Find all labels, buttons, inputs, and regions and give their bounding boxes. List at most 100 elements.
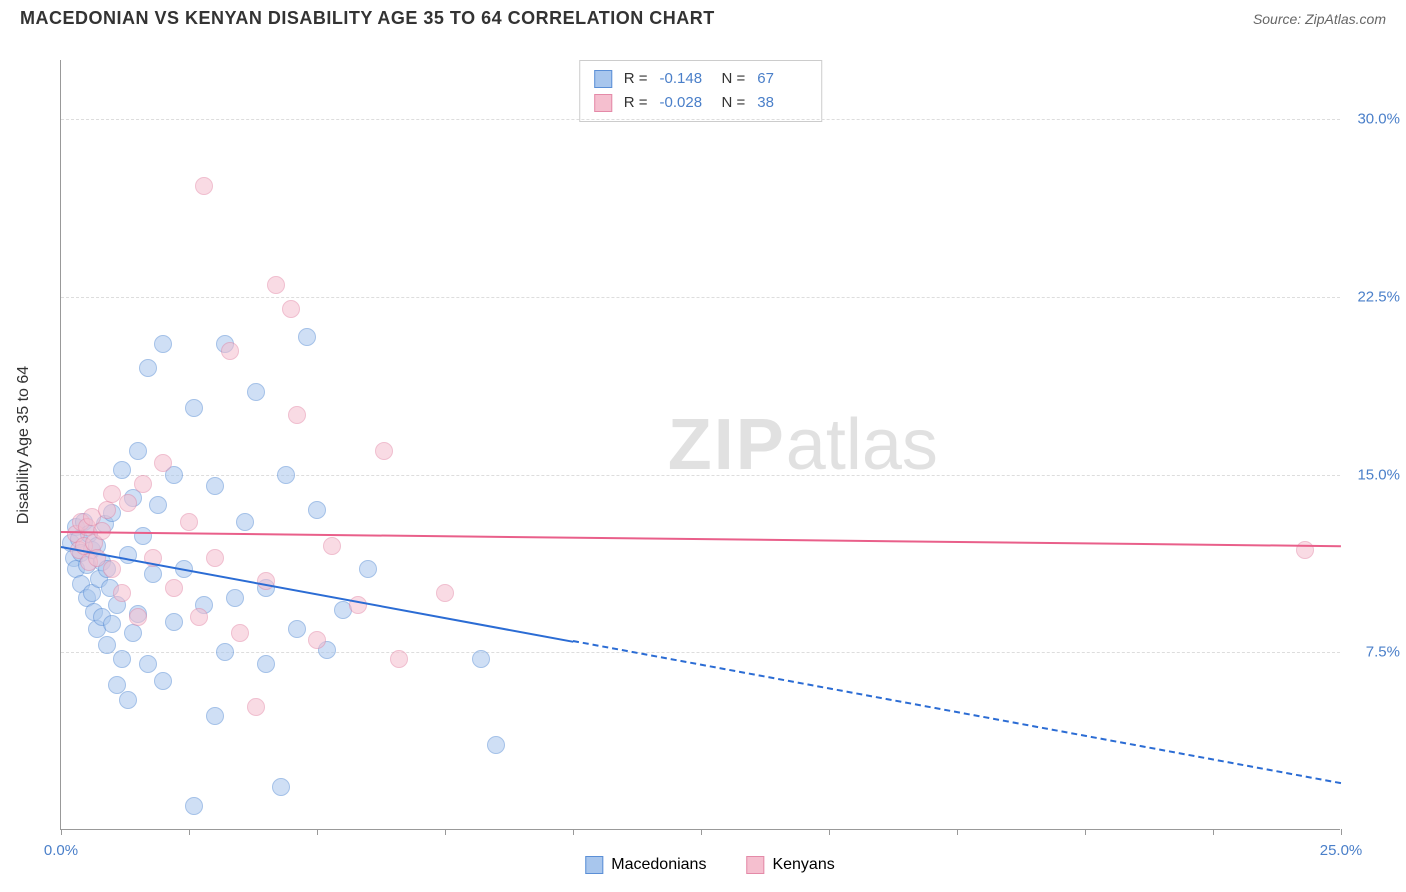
r-label: R = [624, 67, 648, 91]
data-point [267, 276, 285, 294]
x-tick [701, 829, 702, 835]
data-point [257, 655, 275, 673]
x-tick [957, 829, 958, 835]
data-point [154, 672, 172, 690]
correlation-stats-box: R = -0.148 N = 67R = -0.028 N = 38 [579, 60, 823, 122]
x-tick [573, 829, 574, 835]
data-point [134, 475, 152, 493]
x-tick [445, 829, 446, 835]
data-point [129, 442, 147, 460]
n-value: 38 [757, 91, 807, 115]
grid-line [61, 119, 1340, 120]
x-tick [829, 829, 830, 835]
data-point [236, 513, 254, 531]
data-point [298, 328, 316, 346]
y-axis-label: Disability Age 35 to 64 [15, 366, 33, 524]
data-point [103, 560, 121, 578]
x-tick [317, 829, 318, 835]
trend-line [573, 640, 1341, 784]
data-point [154, 335, 172, 353]
r-value: -0.148 [660, 67, 710, 91]
data-point [472, 650, 490, 668]
x-tick-label: 25.0% [1320, 842, 1363, 859]
r-label: R = [624, 91, 648, 115]
stats-row: R = -0.148 N = 67 [594, 67, 808, 91]
data-point [288, 406, 306, 424]
data-point [154, 454, 172, 472]
data-point [375, 442, 393, 460]
data-point [149, 496, 167, 514]
data-point [144, 565, 162, 583]
data-point [272, 778, 290, 796]
chart-container: Disability Age 35 to 64 ZIPatlas R =-0.1… [50, 50, 1370, 840]
data-point [206, 707, 224, 725]
x-tick [189, 829, 190, 835]
n-value: 67 [757, 67, 807, 91]
x-tick [1213, 829, 1214, 835]
data-point [206, 477, 224, 495]
y-tick-label: 7.5% [1366, 644, 1400, 661]
grid-line [61, 652, 1340, 653]
series-swatch [594, 94, 612, 112]
header: MACEDONIAN VS KENYAN DISABILITY AGE 35 T… [0, 0, 1406, 29]
data-point [349, 596, 367, 614]
series-swatch [594, 70, 612, 88]
data-point [390, 650, 408, 668]
data-point [247, 698, 265, 716]
data-point [221, 342, 239, 360]
grid-line [61, 297, 1340, 298]
x-tick-label: 0.0% [44, 842, 78, 859]
x-tick [1085, 829, 1086, 835]
data-point [180, 513, 198, 531]
data-point [277, 466, 295, 484]
n-label: N = [722, 67, 746, 91]
data-point [129, 608, 147, 626]
data-point [139, 359, 157, 377]
y-tick-label: 22.5% [1357, 288, 1400, 305]
y-tick-label: 15.0% [1357, 466, 1400, 483]
data-point [231, 624, 249, 642]
x-tick [1341, 829, 1342, 835]
legend-swatch [746, 856, 764, 874]
data-point [487, 736, 505, 754]
trend-line [61, 531, 1341, 547]
data-point [247, 383, 265, 401]
data-point [195, 177, 213, 195]
data-point [113, 584, 131, 602]
data-point [288, 620, 306, 638]
chart-title: MACEDONIAN VS KENYAN DISABILITY AGE 35 T… [20, 8, 715, 29]
data-point [113, 650, 131, 668]
data-point [134, 527, 152, 545]
stats-row: R =-0.028N =38 [594, 91, 808, 115]
data-point [308, 631, 326, 649]
data-point [113, 461, 131, 479]
data-point [282, 300, 300, 318]
legend-label: Macedonians [611, 856, 706, 874]
data-point [185, 399, 203, 417]
data-point [98, 636, 116, 654]
y-tick-label: 30.0% [1357, 111, 1400, 128]
legend-item: Kenyans [746, 856, 834, 874]
watermark: ZIPatlas [668, 404, 938, 486]
data-point [103, 615, 121, 633]
grid-line [61, 475, 1340, 476]
legend-item: Macedonians [585, 856, 706, 874]
data-point [165, 579, 183, 597]
data-point [124, 624, 142, 642]
r-value: -0.028 [660, 91, 710, 115]
source-attribution: Source: ZipAtlas.com [1253, 11, 1386, 27]
data-point [139, 655, 157, 673]
legend-swatch [585, 856, 603, 874]
data-point [190, 608, 208, 626]
data-point [165, 613, 183, 631]
data-point [206, 549, 224, 567]
data-point [359, 560, 377, 578]
data-point [185, 797, 203, 815]
data-point [119, 494, 137, 512]
data-point [257, 572, 275, 590]
x-tick [61, 829, 62, 835]
data-point [226, 589, 244, 607]
data-point [216, 643, 234, 661]
data-point [323, 537, 341, 555]
series-legend: Macedonians Kenyans [585, 856, 834, 874]
